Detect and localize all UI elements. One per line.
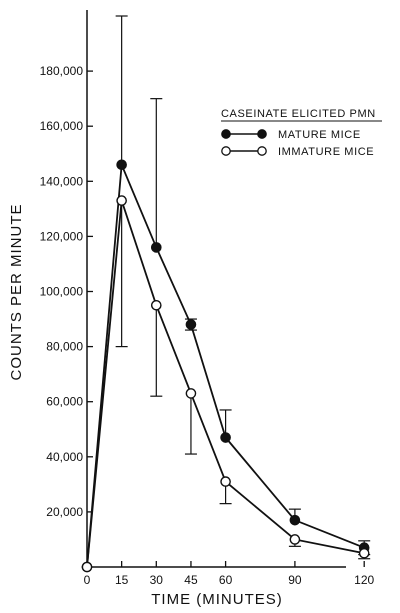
x-tick-label: 15 xyxy=(115,573,129,587)
x-tick-label: 60 xyxy=(219,573,233,587)
x-tick-label: 120 xyxy=(354,573,374,587)
point-mature xyxy=(185,319,197,330)
axes: 20,000 40,000 60,000 80,000 100,000 120,000 14… xyxy=(40,10,382,587)
point-mature xyxy=(289,514,301,526)
x-tick-label: 30 xyxy=(150,573,164,587)
series-lines xyxy=(86,164,365,568)
y-tick-label: 100,000 xyxy=(40,285,84,299)
series-line-immature-mice xyxy=(86,200,365,568)
legend-label: MATURE MICE xyxy=(278,129,361,141)
legend-marker xyxy=(257,146,267,156)
point-immature xyxy=(289,534,301,545)
legend-marker xyxy=(221,129,231,139)
point-mature xyxy=(220,432,231,443)
legend: CASEINATE ELICITED PMN MATURE MICE IMMATU… xyxy=(221,108,376,158)
error-bars xyxy=(115,15,371,560)
x-tick-label: 0 xyxy=(84,573,91,587)
y-tick-label: 160,000 xyxy=(40,119,84,133)
x-tick-label: 90 xyxy=(288,573,302,587)
point-immature xyxy=(116,195,127,206)
data-points xyxy=(81,159,370,573)
point-immature xyxy=(185,388,197,399)
y-tick-label: 40,000 xyxy=(46,450,83,464)
series-line-mature-mice xyxy=(86,164,365,568)
x-axis-title: TIME (MINUTES) xyxy=(151,591,283,608)
point-mature xyxy=(150,242,162,253)
point-immature xyxy=(81,561,93,573)
y-tick-label: 60,000 xyxy=(46,395,83,409)
legend-marker xyxy=(221,146,231,156)
legend-entries: MATURE MICE IMMATURE MICE xyxy=(221,129,374,158)
y-tick-label: 80,000 xyxy=(46,340,83,354)
y-tick-label: 140,000 xyxy=(40,174,84,188)
y-tick-label: 120,000 xyxy=(40,229,84,243)
y-tick-label: 20,000 xyxy=(46,505,83,519)
point-immature xyxy=(358,547,370,559)
x-tick-label: 45 xyxy=(184,573,198,587)
y-axis-title: COUNTS PER MINUTE xyxy=(8,203,25,380)
legend-title: CASEINATE ELICITED PMN xyxy=(221,108,376,120)
legend-marker xyxy=(257,129,267,139)
legend-label: IMMATURE MICE xyxy=(278,146,374,158)
point-mature xyxy=(116,159,127,171)
point-immature xyxy=(220,476,231,487)
y-tick-label: 180,000 xyxy=(40,64,84,78)
point-immature xyxy=(150,299,162,311)
